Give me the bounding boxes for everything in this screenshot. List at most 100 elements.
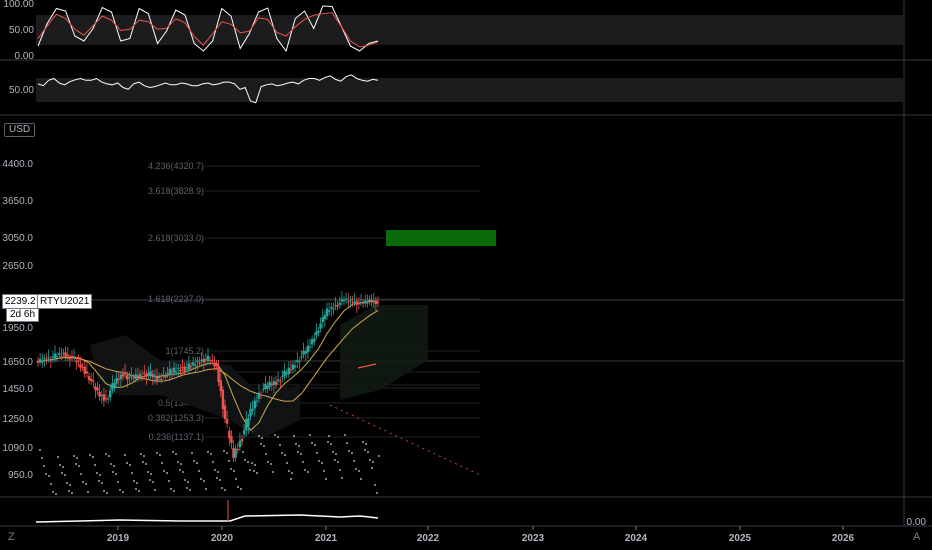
candle-body [166, 373, 169, 375]
candle-body [217, 366, 220, 382]
volume-dot [334, 459, 336, 461]
candle-body [266, 385, 269, 389]
volume-dot [140, 453, 142, 455]
candle-body [351, 301, 354, 304]
candle-body [364, 300, 367, 304]
candle-body [283, 370, 286, 377]
candle-body [315, 331, 318, 336]
volume-dot [50, 483, 52, 485]
volume-dot [156, 452, 158, 454]
volume-dot [237, 486, 239, 488]
rsi-band [36, 78, 904, 102]
candle-body [344, 298, 348, 300]
volume-dot [244, 459, 246, 461]
volume-dot [304, 469, 306, 471]
volume-dot [263, 445, 265, 447]
time-tick-label: 2023 [522, 533, 545, 544]
volume-dot [87, 491, 89, 493]
volume-dot [265, 453, 267, 455]
volume-dot [108, 455, 110, 457]
candle-body [121, 374, 125, 377]
volume-dot [344, 434, 346, 436]
volume-dot [52, 491, 54, 493]
volume-dot [41, 457, 43, 459]
volume-dot [258, 435, 260, 437]
candle-body [359, 302, 363, 303]
candle-body [338, 302, 341, 305]
volume-dot [113, 465, 115, 467]
volume-dot [365, 443, 367, 445]
volume-dot [323, 470, 325, 472]
volume-dot [135, 488, 137, 490]
volume-dot [228, 460, 230, 462]
candle-body [89, 378, 93, 381]
target-box[interactable] [386, 230, 496, 246]
candle-body [170, 371, 174, 373]
volume-dot [66, 482, 68, 484]
candle-body [219, 380, 222, 392]
projection-line[interactable] [329, 404, 481, 476]
volume-dot [85, 483, 87, 485]
candle-body [255, 400, 259, 402]
candle-body [164, 375, 167, 378]
price-tick-label: 4400.0 [2, 159, 33, 170]
candle-body [293, 365, 297, 368]
candle-body [102, 394, 106, 401]
candle-body [194, 365, 197, 367]
log-scale-icon[interactable]: Z [8, 531, 15, 543]
volume-dot [117, 481, 119, 483]
volume-dot [341, 477, 343, 479]
volume-dot [355, 468, 357, 470]
stoch-k-line [37, 5, 379, 53]
candle-body [172, 367, 176, 373]
cloud-area [340, 305, 428, 400]
candle-body [198, 362, 201, 364]
candle-body [298, 361, 301, 363]
volume-dot [45, 473, 47, 475]
candle-body [140, 376, 144, 378]
red-segment[interactable] [357, 363, 377, 369]
volume-dot [330, 443, 332, 445]
candle-body [149, 371, 152, 375]
currency-label[interactable]: USD [4, 123, 36, 137]
volume-dot [378, 455, 380, 457]
candle-body [85, 371, 89, 374]
candle-body [321, 317, 324, 323]
volume-dot [302, 461, 304, 463]
candle-body [342, 300, 346, 302]
volume-dot [217, 471, 219, 473]
candle-body [259, 394, 263, 396]
volume-dot [316, 452, 318, 454]
candle-body [291, 364, 295, 370]
volume-dot [73, 455, 75, 457]
candle-body [234, 448, 237, 458]
candle-body [253, 400, 256, 409]
candle-body [115, 377, 118, 384]
volume-dot [39, 449, 41, 451]
fib-level-label: 0.5(1347.2) [158, 398, 204, 408]
volume-dot [321, 462, 323, 464]
candle-body [47, 357, 50, 359]
auto-scale-icon[interactable]: A [913, 531, 921, 543]
rsi-ticks: 50.00 [9, 85, 34, 96]
volume-dot [75, 463, 77, 465]
volume-dot [358, 470, 360, 472]
volume-dot [186, 487, 188, 489]
volume-dot [295, 443, 297, 445]
volume-dot [170, 488, 172, 490]
stoch-d-line [37, 12, 379, 48]
volume-dot [101, 482, 103, 484]
volume-dot [62, 466, 64, 468]
bottom-ticks: 0.00 [907, 517, 927, 528]
volume-dot [219, 479, 221, 481]
volume-dot [152, 481, 154, 483]
volume-dot [374, 484, 376, 486]
volume-dot [309, 434, 311, 436]
price-tick-label: 1950.0 [2, 323, 33, 334]
volume-dot [279, 444, 281, 446]
candle-body [327, 310, 331, 312]
candle-body [185, 367, 188, 369]
volume-dot [159, 454, 161, 456]
fib-level-label: 3.618(3828.9) [148, 186, 204, 196]
